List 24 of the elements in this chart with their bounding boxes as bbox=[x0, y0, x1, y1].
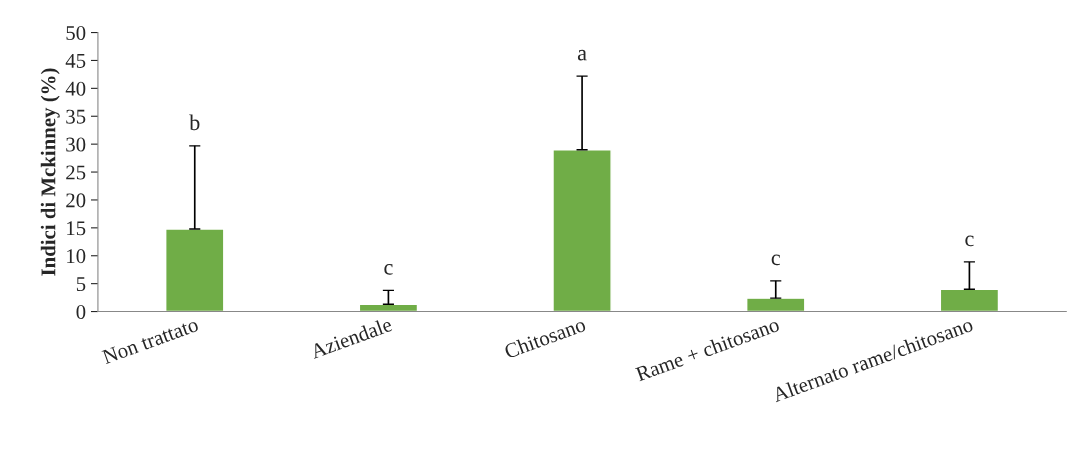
x-tick-label: Non trattato bbox=[101, 317, 200, 365]
y-axis-title: Indici di Mckinney (%) bbox=[40, 68, 60, 276]
annotation: c bbox=[965, 235, 974, 247]
annotation: c bbox=[384, 264, 393, 275]
bar bbox=[552, 149, 612, 312]
annotation: a bbox=[577, 49, 587, 61]
bar bbox=[745, 297, 806, 312]
bar bbox=[165, 228, 225, 312]
y-tick-label: 45 bbox=[65, 53, 86, 68]
y-tick-label: 50 bbox=[66, 25, 86, 40]
y-tick-label: 35 bbox=[66, 109, 86, 124]
y-tick-label: 40 bbox=[65, 81, 86, 96]
x-tick-label: Chitosano bbox=[503, 316, 587, 359]
y-tick-label: 30 bbox=[66, 137, 86, 152]
y-tick-label: 5 bbox=[76, 277, 86, 292]
x-tick-label: Rame + chitosano bbox=[634, 316, 781, 382]
annotation: b bbox=[189, 114, 200, 131]
y-tick-label: 25 bbox=[66, 165, 86, 180]
annotation: c bbox=[771, 254, 780, 266]
y-tick-label: 20 bbox=[66, 193, 86, 208]
y-tick-label: 0 bbox=[76, 304, 86, 319]
y-tick-label: 10 bbox=[67, 249, 86, 264]
y-tick-label: 15 bbox=[67, 221, 86, 236]
bar bbox=[939, 288, 1000, 312]
